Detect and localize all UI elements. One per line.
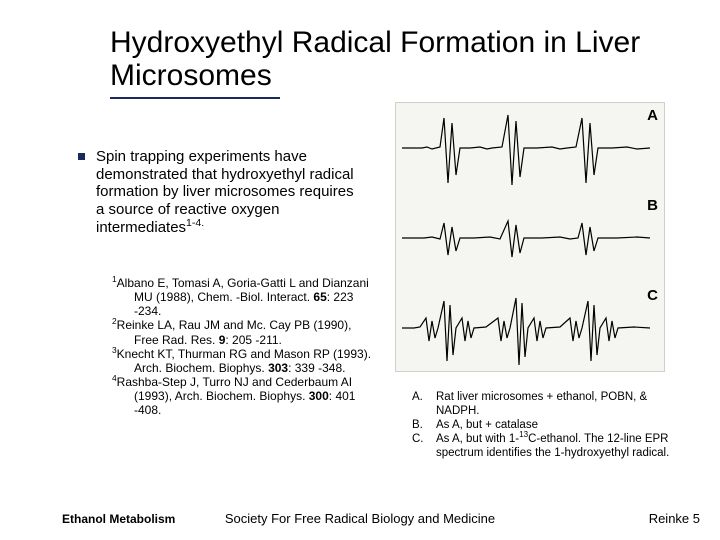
legend-text-c: As A, but with 1-13C-ethanol. The 12-lin… [436,432,670,460]
ref2-pages: : 205 -211. [225,333,281,347]
main-bullet: Spin trapping experiments have demonstra… [96,148,366,236]
spectrum-a [402,103,650,193]
legend-item-a: A. Rat liver microsomes + ethanol, POBN,… [412,390,670,418]
ref1-vol: 65 [313,290,326,304]
spectrum-b [402,193,650,283]
ref3-pages: : 339 -348. [288,361,345,375]
reference-3: 3Knecht KT, Thurman RG and Mason RP (199… [112,347,372,375]
figure-legend: A. Rat liver microsomes + ethanol, POBN,… [412,390,670,460]
legend-text-b: As A, but + catalase [436,418,670,432]
reference-4: 4Rashba-Step J, Turro NJ and Cederbaum A… [112,375,372,417]
footer-center: Society For Free Radical Biology and Med… [0,511,720,526]
ref3-vol: 303 [268,361,288,375]
spectrum-row-b: B [396,193,664,283]
bullet-sup: 1-4. [186,217,204,229]
legend-c-sup: 13 [519,430,528,439]
legend-c-pre: As A, but with 1- [436,433,519,445]
bullet-icon [78,153,85,160]
legend-item-c: C. As A, but with 1-13C-ethanol. The 12-… [412,432,670,460]
references-block: 1Albano E, Tomasi A, Goria-Gatti L and D… [112,276,372,418]
legend-text-a: Rat liver microsomes + ethanol, POBN, & … [436,390,670,418]
epr-spectrum-figure: A B C [395,102,665,372]
legend-letter-a: A. [412,390,436,418]
legend-item-b: B. As A, but + catalase [412,418,670,432]
spectrum-c [402,283,650,373]
footer-right: Reinke 5 [649,511,700,526]
legend-letter-c: C. [412,432,436,460]
title-underline [110,97,280,99]
legend-letter-b: B. [412,418,436,432]
bullet-text: Spin trapping experiments have demonstra… [96,148,354,236]
reference-2: 2Reinke LA, Rau JM and Mc. Cay PB (1990)… [112,318,372,346]
reference-1: 1Albano E, Tomasi A, Goria-Gatti L and D… [112,276,372,318]
spectrum-row-c: C [396,283,664,373]
ref4-vol: 300 [309,389,329,403]
page-title: Hydroxyethyl Radical Formation in Liver … [110,26,700,92]
spectrum-row-a: A [396,103,664,193]
